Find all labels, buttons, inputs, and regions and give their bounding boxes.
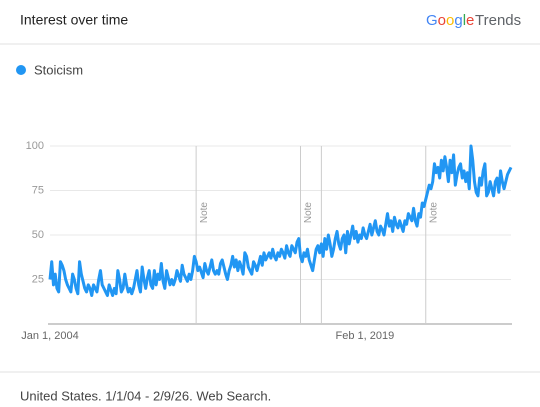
legend-label: Stoicism [34, 62, 83, 77]
brand-logo: Google [426, 12, 474, 29]
x-tick-label: Feb 1, 2019 [336, 330, 395, 342]
x-tick-label: Jan 1, 2004 [21, 330, 79, 342]
product-name: Trends [475, 12, 521, 29]
note-label: Note [199, 202, 210, 224]
note-label: Note [428, 202, 439, 224]
y-tick-label: 50 [32, 229, 44, 241]
y-tick-label: 75 [32, 184, 44, 196]
note-label: Note [303, 202, 314, 224]
legend-marker [16, 65, 26, 75]
footer-note: United States. 1/1/04 - 2/9/26. Web Sear… [20, 388, 271, 403]
card-title: Interest over time [20, 12, 128, 28]
trend-line [48, 144, 513, 298]
y-tick-label: 100 [26, 140, 44, 152]
y-tick-label: 25 [32, 273, 44, 285]
